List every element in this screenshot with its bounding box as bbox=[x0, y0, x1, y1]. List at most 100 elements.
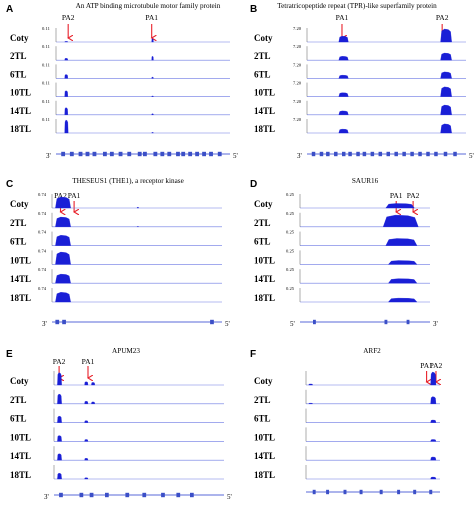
gene-exon bbox=[326, 489, 330, 495]
y-max-label: 0.11 bbox=[42, 62, 51, 67]
gene-title: SAUR16 bbox=[352, 177, 379, 185]
panel-label: A bbox=[6, 4, 13, 15]
gene-exon bbox=[167, 151, 172, 157]
track-label: Coty bbox=[10, 376, 29, 386]
coverage-peak bbox=[430, 371, 437, 386]
coverage-peak bbox=[55, 196, 71, 209]
track-label: Coty bbox=[254, 376, 273, 386]
pa-site-label: PA2 bbox=[407, 191, 420, 200]
track-label: 14TL bbox=[10, 451, 31, 461]
strand-left-label: 5' bbox=[290, 320, 295, 328]
gene-exon bbox=[143, 151, 147, 157]
track-label: Coty bbox=[254, 199, 273, 209]
gene-title: An ATP binding microtubule motor family … bbox=[76, 2, 221, 10]
coverage-peak bbox=[308, 383, 313, 386]
pa-site-label: PA1 bbox=[390, 191, 403, 200]
pa-site-label: PA1 bbox=[420, 361, 433, 370]
y-max-label: 7.20 bbox=[293, 99, 302, 104]
coverage-peak bbox=[440, 28, 452, 43]
track-label: 10TL bbox=[10, 432, 31, 442]
strand-left-label: 3' bbox=[42, 320, 47, 328]
gene-exon bbox=[118, 151, 123, 157]
track-label: 18TL bbox=[10, 293, 31, 303]
coverage-peak bbox=[430, 396, 437, 404]
track-label: 6TL bbox=[10, 69, 27, 79]
panel-label: D bbox=[250, 179, 257, 190]
y-max-label: 0.25 bbox=[286, 267, 295, 272]
y-max-label: 0.11 bbox=[42, 117, 51, 122]
coverage-peak bbox=[91, 401, 95, 404]
coverage-peak bbox=[338, 74, 349, 79]
coverage-peak bbox=[57, 435, 62, 442]
track-label: 14TL bbox=[254, 106, 275, 116]
coverage-peak bbox=[64, 90, 68, 97]
track-label: 6TL bbox=[10, 414, 27, 424]
coverage-peak bbox=[440, 52, 452, 61]
strand-right-label: 5' bbox=[469, 152, 474, 160]
coverage-peak bbox=[440, 123, 452, 134]
gene-exon bbox=[59, 492, 63, 498]
coverage-peak bbox=[151, 95, 154, 97]
y-max-label: 0.25 bbox=[286, 248, 295, 253]
track-label: 6TL bbox=[254, 237, 271, 247]
gene-exon bbox=[85, 151, 90, 157]
coverage-peak bbox=[388, 260, 418, 265]
coverage-peak bbox=[64, 41, 69, 43]
gene-exon bbox=[176, 151, 180, 157]
strand-right-label: 3' bbox=[433, 320, 438, 328]
gene-exon bbox=[370, 151, 375, 157]
gene-exon bbox=[311, 151, 316, 157]
y-max-label: 7.20 bbox=[293, 44, 302, 49]
y-max-label: 7.20 bbox=[293, 62, 302, 67]
gene-exon bbox=[102, 151, 107, 157]
gene-exon bbox=[188, 151, 193, 157]
y-max-label: 0.11 bbox=[42, 81, 51, 86]
track-label: 2TL bbox=[254, 51, 271, 61]
coverage-peak bbox=[57, 472, 62, 480]
track-label: 2TL bbox=[10, 51, 27, 61]
pa-site-label: PA1 bbox=[68, 191, 81, 200]
gene-exon bbox=[89, 492, 94, 498]
y-max-label: 0.11 bbox=[42, 99, 51, 104]
coverage-peak bbox=[57, 415, 62, 423]
strand-left-label: 3' bbox=[297, 152, 302, 160]
strand-right-label: 5' bbox=[227, 493, 232, 501]
coverage-peak bbox=[151, 76, 154, 79]
pa-site-label: PA2 bbox=[53, 357, 66, 366]
gene-exon bbox=[359, 489, 363, 495]
gene-exon bbox=[92, 151, 97, 157]
coverage-peak bbox=[57, 453, 62, 461]
gene-exon bbox=[384, 319, 388, 325]
coverage-peak bbox=[430, 476, 437, 480]
gene-exon bbox=[55, 319, 60, 325]
coverage-peak bbox=[338, 35, 349, 43]
pa-site-label: PA1 bbox=[82, 357, 95, 366]
coverage-peak bbox=[55, 292, 71, 303]
y-max-label: 7.20 bbox=[293, 117, 302, 122]
coverage-peak bbox=[84, 477, 89, 480]
y-max-label: 0.74 bbox=[38, 248, 47, 253]
gene-title: APUM23 bbox=[112, 347, 140, 355]
gene-exon bbox=[202, 151, 206, 157]
gene-exon bbox=[105, 492, 109, 498]
coverage-peak bbox=[338, 110, 349, 115]
coverage-peak bbox=[84, 401, 89, 404]
gene-exon bbox=[78, 151, 83, 157]
coverage-peak bbox=[64, 119, 69, 134]
track-label: 10TL bbox=[10, 88, 31, 98]
gene-exon bbox=[410, 151, 414, 157]
gene-title: THESEUS1 (THE1), a receptor kinase bbox=[72, 177, 184, 185]
track-label: 14TL bbox=[10, 274, 31, 284]
gene-exon bbox=[334, 151, 338, 157]
coverage-peak bbox=[338, 128, 349, 134]
panel-label: E bbox=[6, 349, 13, 360]
track-label: 10TL bbox=[254, 255, 275, 265]
pa-site-label: PA2 bbox=[54, 191, 67, 200]
pa-site-label: PA2 bbox=[436, 13, 449, 22]
y-max-label: 0.74 bbox=[38, 230, 47, 235]
gene-exon bbox=[69, 151, 74, 157]
gene-exon bbox=[190, 492, 194, 498]
gene-title: Tetratricopeptide repeat (TPR)-like supe… bbox=[277, 2, 437, 10]
gene-exon bbox=[356, 151, 360, 157]
